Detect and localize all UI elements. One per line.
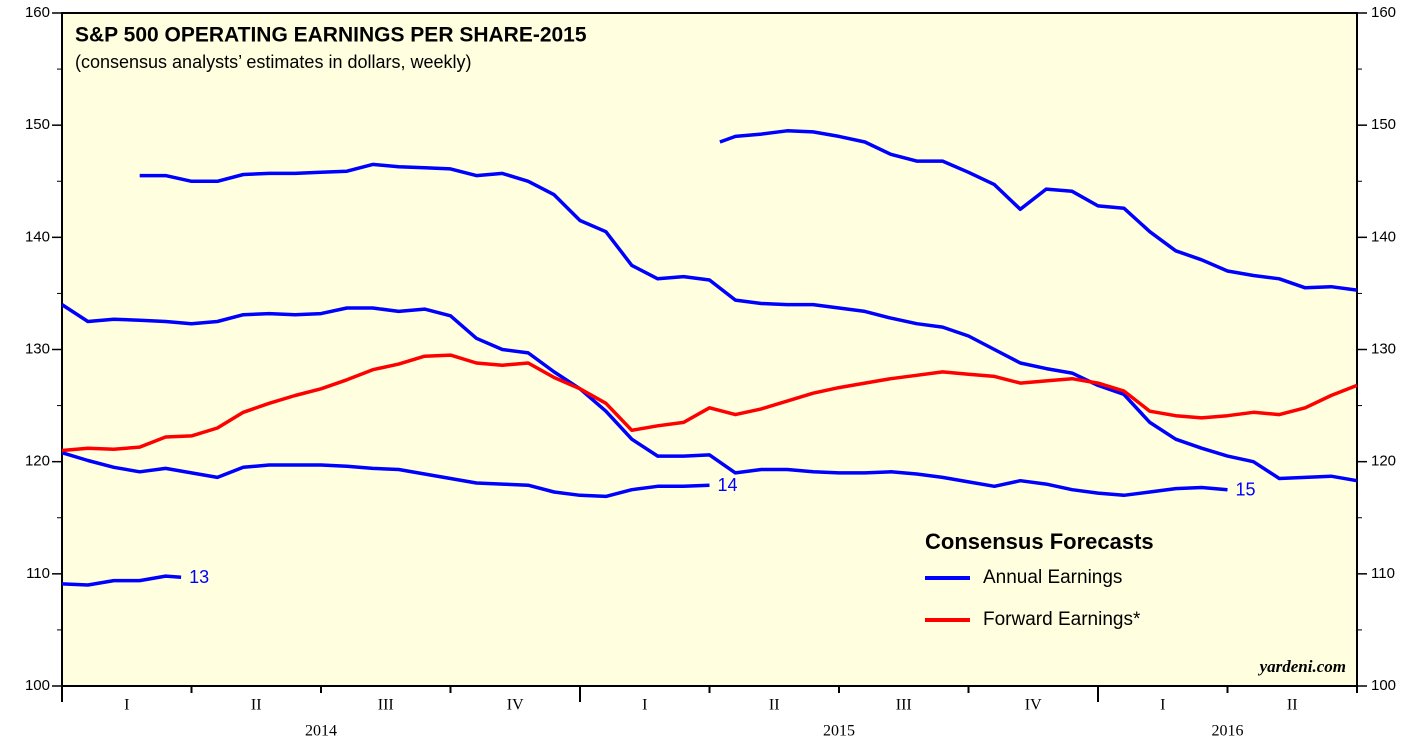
quarter-label: II (251, 697, 262, 714)
quarter-label: III (378, 697, 394, 714)
series-line (61, 303, 1228, 498)
y-tick-label: 150 (25, 116, 50, 133)
y2-tick-label: 160 (1371, 4, 1396, 21)
series-end-label: 14 (718, 475, 738, 495)
y-tick-label: 110 (26, 565, 50, 582)
quarter-label: II (1287, 697, 1298, 714)
plot-area (61, 12, 1358, 687)
year-label: 2015 (823, 723, 855, 740)
series-end-label: 13 (189, 567, 209, 587)
quarter-label: I (124, 697, 129, 714)
y-tick-label: 130 (25, 340, 50, 357)
year-label: 2014 (305, 723, 337, 740)
quarter-label: IV (1025, 697, 1042, 714)
y2-tick-label: 140 (1371, 228, 1396, 245)
legend-label: Forward Earnings* (983, 609, 1141, 630)
source: yardeni.com (1258, 657, 1346, 676)
y-tick-label: 160 (25, 4, 50, 21)
quarter-label: I (642, 697, 647, 714)
y-tick-label: 120 (25, 453, 50, 470)
y2-tick-label: 120 (1371, 453, 1396, 470)
series-line (61, 353, 1358, 453)
y-tick-label: 140 (25, 228, 50, 245)
series-line (61, 574, 182, 587)
quarter-label: III (896, 697, 912, 714)
series-line (139, 162, 1358, 483)
y2-tick-label: 110 (1371, 565, 1395, 582)
year-label: 2016 (1212, 723, 1244, 740)
y2-tick-label: 100 (1371, 677, 1396, 694)
series-end-label: 15 (1236, 479, 1256, 499)
series-line (61, 451, 710, 499)
quarter-label: I (1160, 697, 1165, 714)
legend-title: Consensus Forecasts (925, 529, 1154, 554)
quarter-label: II (769, 697, 780, 714)
chart-subtitle: (consensus analysts’ estimates in dollar… (75, 52, 472, 72)
y2-tick-label: 130 (1371, 340, 1396, 357)
y2-tick-label: 150 (1371, 116, 1396, 133)
y-tick-label: 100 (25, 677, 50, 694)
quarter-label: IV (507, 697, 524, 714)
legend-label: Annual Earnings (983, 567, 1122, 588)
chart-title: S&P 500 OPERATING EARNINGS PER SHARE-201… (75, 24, 587, 47)
series-line (719, 129, 1358, 292)
